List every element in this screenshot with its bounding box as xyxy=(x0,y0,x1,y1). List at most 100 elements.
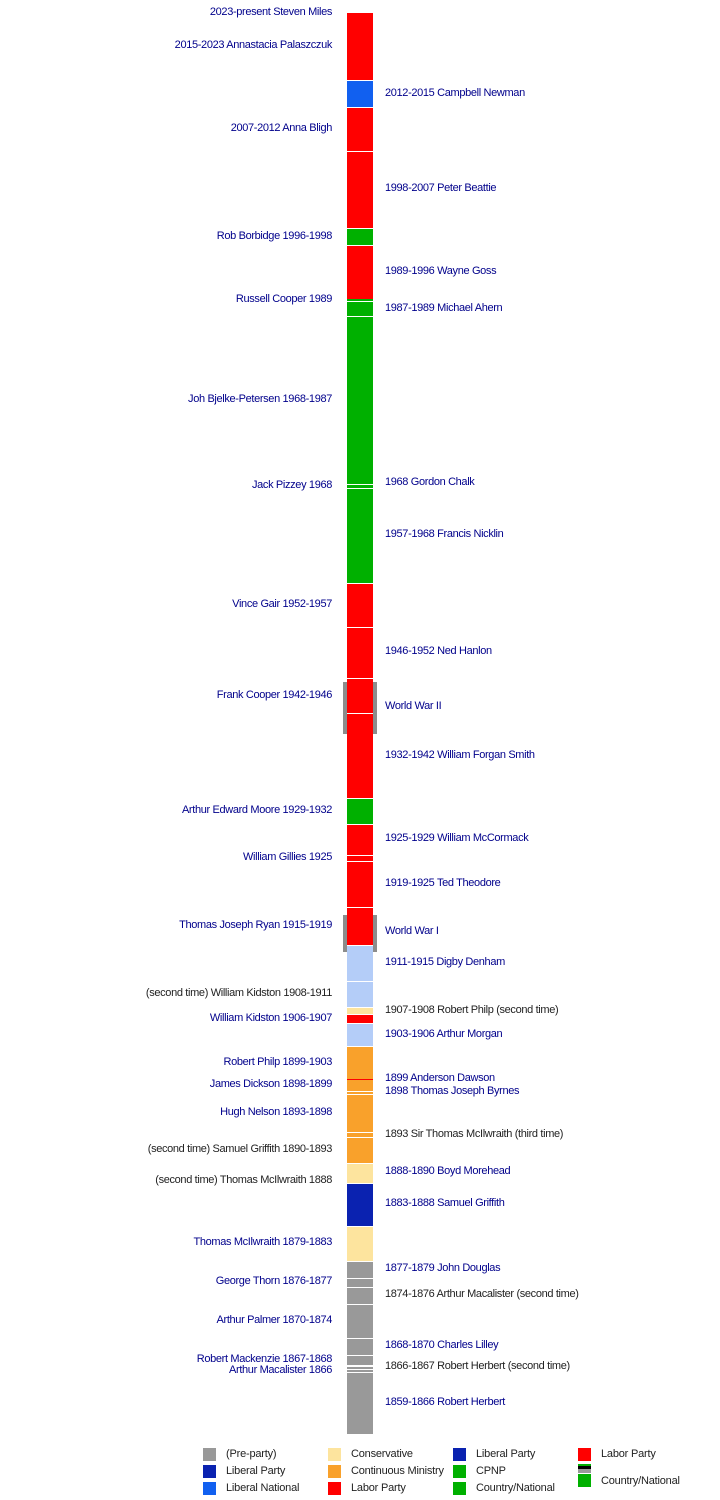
premier-label[interactable]: 1877-1879 John Douglas xyxy=(385,1262,501,1275)
premier-label[interactable]: 1898 Thomas Joseph Byrnes xyxy=(385,1085,520,1098)
premier-segment xyxy=(347,1260,373,1278)
premier-segment xyxy=(347,823,373,855)
premier-label[interactable]: 1883-1888 Samuel Griffith xyxy=(385,1197,505,1210)
premier-label[interactable]: 1919-1925 Ted Theodore xyxy=(385,876,501,889)
premier-segment xyxy=(347,582,373,627)
premier-label[interactable]: 1946-1952 Ned Hanlon xyxy=(385,645,492,658)
premier-label[interactable]: 1903-1906 Arthur Morgan xyxy=(385,1027,503,1040)
premier-segment xyxy=(347,1094,373,1133)
premier-label: 1866-1867 Robert Herbert (second time) xyxy=(385,1360,570,1373)
premier-segment xyxy=(347,1078,373,1081)
premier-label[interactable]: Robert Mackenzie 1867-1868 xyxy=(196,1353,333,1366)
premier-label[interactable]: 1989-1996 Wayne Goss xyxy=(385,265,497,278)
legend-label: CPNP xyxy=(476,1465,506,1477)
legend-label: Liberal National xyxy=(226,1482,300,1494)
legend-swatch xyxy=(453,1465,466,1478)
premier-label: 1893 Sir Thomas McIlwraith (third time) xyxy=(385,1127,564,1140)
premier-label[interactable]: 1911-1915 Digby Denham xyxy=(385,956,505,969)
premier-segment xyxy=(347,107,373,151)
premier-label[interactable]: Russell Cooper 1989 xyxy=(235,292,332,305)
premier-label[interactable]: Rob Borbidge 1996-1998 xyxy=(216,229,333,242)
premier-label[interactable]: 1932-1942 William Forgan Smith xyxy=(385,748,535,761)
premier-segment xyxy=(347,981,373,1008)
premier-label[interactable]: Arthur Palmer 1870-1874 xyxy=(216,1313,333,1326)
premier-segment xyxy=(347,944,373,982)
premier-label[interactable]: 1888-1890 Boyd Morehead xyxy=(385,1164,511,1177)
legend-swatch xyxy=(328,1448,341,1461)
premier-label: (second time) William Kidston 1908-1911 xyxy=(145,987,332,1000)
premier-label[interactable]: 1899 Anderson Dawson xyxy=(385,1072,495,1085)
premier-segment xyxy=(347,1079,373,1091)
premier-label[interactable]: Arthur Edward Moore 1929-1932 xyxy=(181,803,332,816)
premier-segment xyxy=(347,1277,373,1287)
legend-swatch xyxy=(578,1474,591,1487)
premier-label[interactable]: Robert Philp 1899-1903 xyxy=(223,1055,333,1068)
premier-label[interactable]: James Dickson 1898-1899 xyxy=(209,1078,333,1090)
premier-label[interactable]: 1925-1929 William McCormack xyxy=(385,832,529,845)
legend-swatch xyxy=(328,1482,341,1495)
premier-segment xyxy=(347,797,373,824)
legend-swatch xyxy=(203,1465,216,1478)
premier-segment xyxy=(347,483,373,489)
legend-label: Labor Party xyxy=(601,1448,656,1460)
premier-segment xyxy=(347,488,373,583)
legend-label: Conservative xyxy=(351,1448,413,1460)
legend-item-country-national-2: Country/National xyxy=(578,1464,718,1494)
premier-segment xyxy=(347,80,373,108)
premier-segment xyxy=(347,227,373,246)
premier-segment xyxy=(347,150,373,228)
premier-segment xyxy=(347,1372,373,1434)
legend-swatch xyxy=(328,1465,341,1478)
legend-label: Labor Party xyxy=(351,1482,406,1494)
premier-label[interactable]: Arthur Macalister 1866 xyxy=(229,1363,332,1376)
premier-segment xyxy=(347,12,373,81)
premier-label: 1874-1876 Arthur Macalister (second time… xyxy=(385,1288,579,1301)
premier-segment xyxy=(347,316,373,483)
premier-label[interactable]: Thomas McIlwraith 1879-1883 xyxy=(193,1236,332,1249)
premier-label[interactable]: 1998-2007 Peter Beattie xyxy=(385,182,497,195)
legend-label: Liberal Party xyxy=(476,1448,536,1460)
premier-segment xyxy=(347,1090,373,1095)
premier-label: (second time) Samuel Griffith 1890-1893 xyxy=(147,1143,333,1156)
premier-label[interactable]: 1868-1870 Charles Lilley xyxy=(385,1339,499,1352)
premier-segment xyxy=(347,626,373,678)
premier-label[interactable]: 2007-2012 Anna Bligh xyxy=(230,122,333,135)
war-label[interactable]: World War II xyxy=(385,700,442,713)
premier-label[interactable]: 1968 Gordon Chalk xyxy=(385,476,475,489)
premier-label[interactable]: Hugh Nelson 1893-1898 xyxy=(220,1106,332,1119)
premier-label[interactable]: William Gillies 1925 xyxy=(243,850,332,863)
premier-segment xyxy=(347,1337,373,1356)
premier-label[interactable]: 2012-2015 Campbell Newman xyxy=(385,86,525,99)
legend-swatch xyxy=(578,1448,591,1461)
premier-label[interactable]: Frank Cooper 1942-1946 xyxy=(216,688,333,701)
premier-label[interactable]: Vince Gair 1952-1957 xyxy=(232,597,332,610)
premier-label[interactable]: 1859-1866 Robert Herbert xyxy=(385,1396,506,1409)
legend-swatch xyxy=(203,1482,216,1495)
premier-segment xyxy=(347,1132,373,1138)
premier-label[interactable]: Jack Pizzey 1968 xyxy=(252,478,332,491)
premier-segment xyxy=(347,1303,373,1338)
premier-segment xyxy=(347,677,373,714)
premier-segment xyxy=(347,1046,373,1079)
premier-segment xyxy=(347,300,373,317)
premier-segment xyxy=(347,1225,373,1261)
premier-label[interactable]: Thomas Joseph Ryan 1915-1919 xyxy=(179,918,332,931)
premier-label[interactable]: William Kidston 1906-1907 xyxy=(209,1011,332,1024)
war-label[interactable]: World War I xyxy=(385,925,439,938)
premier-label[interactable]: George Thorn 1876-1877 xyxy=(215,1275,333,1288)
premier-segment xyxy=(347,854,373,861)
premier-label[interactable]: 1987-1989 Michael Ahern xyxy=(385,301,503,314)
premier-segment xyxy=(347,1365,373,1369)
premier-segment xyxy=(347,1286,373,1304)
premier-label[interactable]: Joh Bjelke-Petersen 1968-1987 xyxy=(188,392,332,405)
premier-segment xyxy=(347,1163,373,1180)
premier-segment xyxy=(347,482,373,485)
premier-label[interactable]: 1957-1968 Francis Nicklin xyxy=(385,528,504,541)
premier-label[interactable]: 2023-present Steven Miles xyxy=(209,6,332,18)
premiers-timeline: World War I World War II 1859-1866 Robert … xyxy=(145,6,579,1434)
legend-label: (Pre-party) xyxy=(226,1448,277,1460)
premier-label[interactable]: 2015-2023 Annastacia Palaszczuk xyxy=(174,39,333,52)
premier-label: (second time) Thomas McIlwraith 1888 xyxy=(155,1174,332,1187)
premier-segment xyxy=(347,1023,373,1047)
legend-label: Country/National xyxy=(476,1482,555,1494)
